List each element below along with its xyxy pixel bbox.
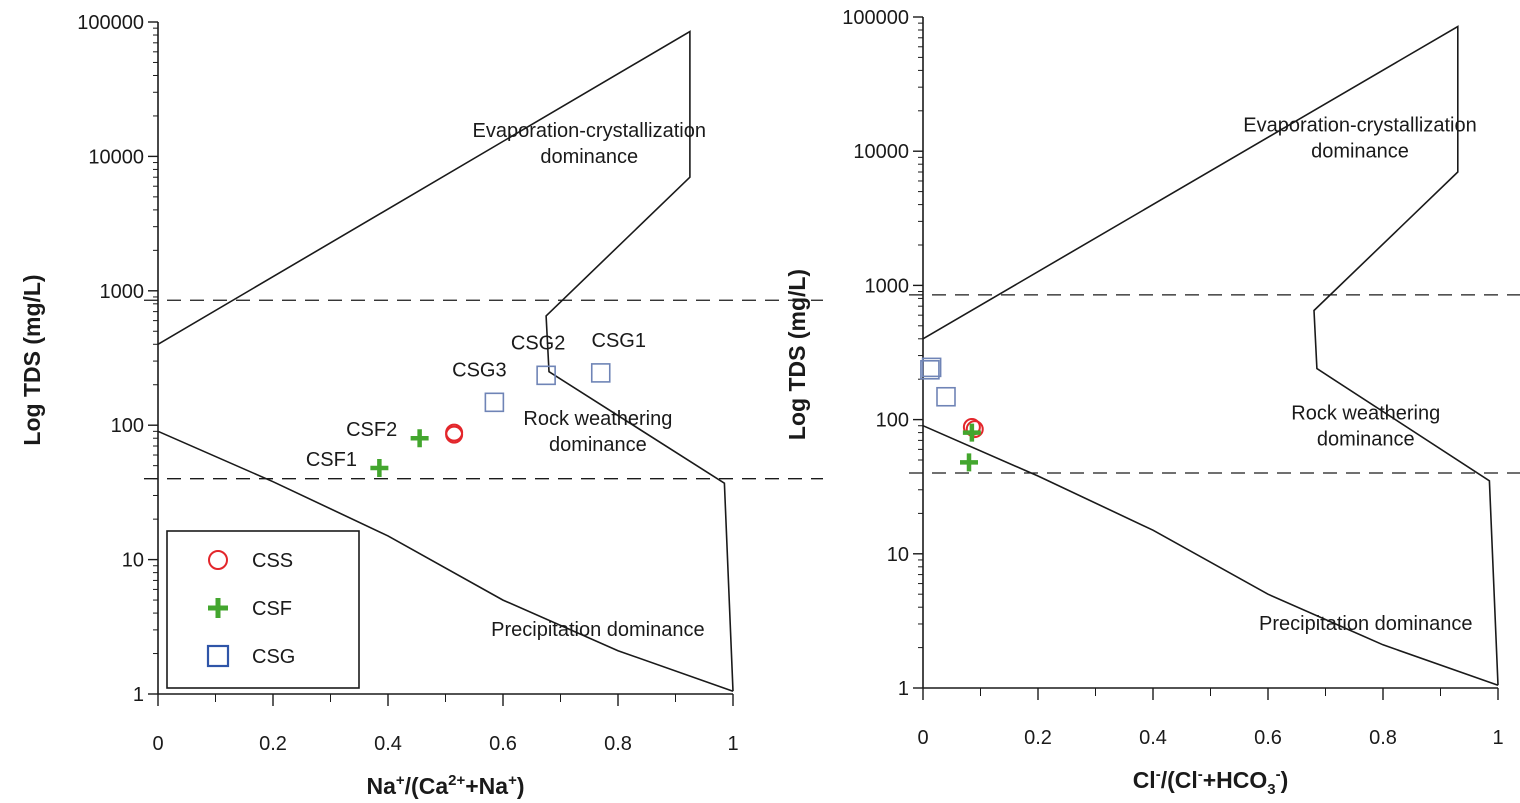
region-label: Precipitation dominance <box>1259 613 1472 635</box>
gibbs-boundary-outer <box>922 25 1499 686</box>
x-axis-label-part: ) <box>1281 767 1289 793</box>
gibbs-boundary-outer <box>157 30 734 692</box>
y-tick-label: 10000 <box>853 141 909 163</box>
x-axis-label-part: + <box>508 772 517 789</box>
legend-label: CSG <box>252 646 295 668</box>
x-tick-label: 0.8 <box>604 733 632 755</box>
sample-label: CSF1 <box>306 449 357 471</box>
x-axis-label: Na+/(Ca2++Na+) <box>366 772 524 799</box>
region-label: Evaporation-crystallization <box>473 120 706 142</box>
x-axis-label-part: + <box>396 772 405 789</box>
x-axis-label-part: 2+ <box>448 772 465 789</box>
y-tick-label: 1000 <box>100 281 145 303</box>
region-label: dominance <box>540 146 638 168</box>
x-tick-label: 0.8 <box>1369 727 1397 749</box>
x-tick-label: 0.2 <box>1024 727 1052 749</box>
region-label: Rock weathering <box>1291 403 1440 425</box>
sample-label: CSF2 <box>346 419 397 441</box>
legend: CSS CSF CSG <box>166 530 360 689</box>
y-tick-label: 10 <box>122 550 144 572</box>
y-tick-label: 1000 <box>865 275 910 297</box>
left-chart-panel: 1 10 100 1000 10000 100000 0 0.2 0.4 0.6 0.8 1 Evapo… <box>19 12 823 799</box>
x-tick-label: 0 <box>152 733 163 755</box>
csg-point <box>920 360 940 380</box>
x-tick-label: 0.6 <box>1254 727 1282 749</box>
x-axis-label-part: - <box>1276 766 1281 783</box>
csf-point <box>410 429 429 448</box>
y-axis-label: Log TDS (mg/L) <box>19 274 45 445</box>
csg-point <box>590 363 611 383</box>
x-tick-label: 1 <box>1492 727 1503 749</box>
x-tick-label: 0.4 <box>374 733 402 755</box>
sample-label: CSG1 <box>592 330 646 352</box>
csg-point <box>921 357 942 378</box>
y-tick-label: 1 <box>898 678 909 700</box>
y-tick-label: 100000 <box>842 7 909 29</box>
region-label: Evaporation-crystallization <box>1243 115 1476 137</box>
gibbs-boundary-lower <box>157 430 734 692</box>
csf-point <box>962 423 981 442</box>
gibbs-boundary-lower <box>922 424 1499 686</box>
legend-label: CSS <box>252 550 293 572</box>
csf-point <box>370 459 389 478</box>
x-axis-label-part: /(Ca <box>405 773 449 799</box>
x-tick-label: 1 <box>727 733 738 755</box>
region-label: Rock weathering <box>523 408 672 430</box>
y-axis-label: Log TDS (mg/L) <box>784 269 810 440</box>
css-point <box>445 425 464 444</box>
legend-marker-csg <box>206 644 230 668</box>
x-tick-label: 0.2 <box>259 733 287 755</box>
csf-point <box>960 453 978 472</box>
x-axis-label-part: +Na <box>465 773 508 799</box>
region-label: dominance <box>1317 429 1415 451</box>
legend-marker-csf <box>208 598 228 618</box>
legend-label: CSF <box>252 598 292 620</box>
csg-point <box>484 392 505 413</box>
x-axis-label-part: - <box>1198 766 1203 783</box>
region-label: dominance <box>1311 141 1409 163</box>
sample-label: CSG3 <box>452 359 506 381</box>
x-tick-label: 0.6 <box>489 733 517 755</box>
x-axis-label-part: Cl <box>1133 767 1156 793</box>
y-tick-label: 10 <box>887 544 909 566</box>
x-axis-label-part: 3 <box>1267 781 1275 798</box>
y-tick-label: 100 <box>876 410 909 432</box>
x-tick-label: 0.4 <box>1139 727 1167 749</box>
csg-point <box>536 365 556 386</box>
x-axis-label-part: /(Cl <box>1161 767 1198 793</box>
region-label: Precipitation dominance <box>491 619 704 641</box>
sample-label: CSG2 <box>511 332 565 354</box>
legend-marker-css <box>208 550 228 570</box>
x-axis-label: Cl-/(Cl-+HCO3-) <box>1133 766 1289 798</box>
css-point <box>965 420 984 439</box>
y-tick-label: 10000 <box>88 146 144 168</box>
y-tick-label: 1 <box>133 684 144 706</box>
y-tick-label: 100 <box>111 415 144 437</box>
right-chart-panel: 1 10 100 1000 10000 100000 0 0.2 0.4 0.6 0.8 1 Evapo… <box>784 7 1520 798</box>
x-axis-label-part: Na <box>366 773 396 799</box>
x-axis-label-part: +HCO <box>1203 767 1268 793</box>
legend-box <box>166 530 360 689</box>
x-tick-label: 0 <box>917 727 928 749</box>
x-axis-label-part: ) <box>517 773 525 799</box>
region-label: dominance <box>549 434 647 456</box>
y-tick-label: 100000 <box>77 12 144 34</box>
csg-point <box>936 386 956 407</box>
x-axis-label-part: - <box>1156 766 1161 783</box>
